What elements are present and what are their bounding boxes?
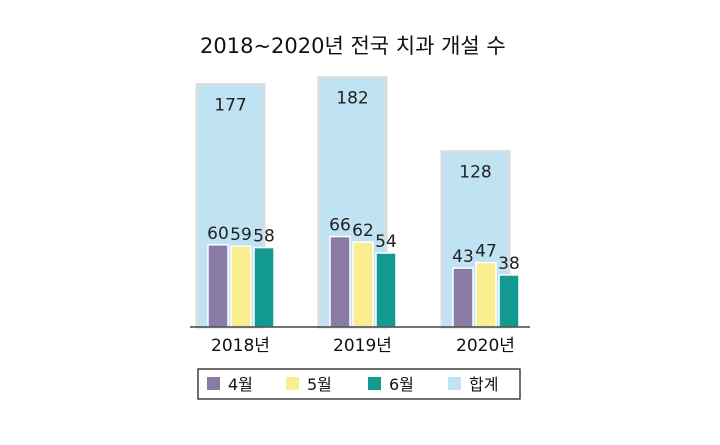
legend-frame bbox=[197, 368, 521, 400]
chart-title: 2018~2020년 전국 치과 개설 수 bbox=[200, 34, 506, 58]
label-4월-1: 66 bbox=[329, 216, 351, 236]
legend-swatch-2 bbox=[368, 377, 381, 390]
bar-5월-0 bbox=[230, 245, 252, 328]
bar-6월-2 bbox=[498, 274, 520, 328]
label-total-0: 177 bbox=[214, 96, 246, 116]
label-total-2: 128 bbox=[459, 163, 491, 183]
label-6월-1: 54 bbox=[375, 232, 397, 252]
legend-label-3: 합계 bbox=[469, 375, 498, 394]
bar-4월-0 bbox=[207, 244, 229, 328]
legend-label-0: 4월 bbox=[228, 375, 253, 394]
label-5월-0: 59 bbox=[230, 225, 252, 245]
legend-label-2: 6월 bbox=[389, 375, 414, 394]
bar-4월-1 bbox=[329, 235, 351, 328]
category-label-2: 2020년 bbox=[456, 336, 515, 356]
bar-4월-2 bbox=[452, 267, 474, 328]
legend-label-1: 5월 bbox=[307, 375, 332, 394]
legend-swatch-3 bbox=[448, 377, 461, 390]
bar-5월-1 bbox=[352, 241, 374, 328]
label-5월-2: 47 bbox=[475, 242, 497, 262]
label-4월-2: 43 bbox=[452, 247, 474, 267]
label-6월-0: 58 bbox=[253, 227, 275, 247]
legend: 4월 5월 6월 합계 bbox=[197, 368, 521, 400]
category-label-0: 2018년 bbox=[211, 336, 270, 356]
legend-swatch-1 bbox=[286, 377, 299, 390]
label-6월-2: 38 bbox=[498, 254, 520, 274]
bar-5월-2 bbox=[475, 261, 497, 328]
label-4월-0: 60 bbox=[207, 224, 229, 244]
legend-swatch-0 bbox=[207, 377, 220, 390]
category-label-1: 2019년 bbox=[333, 336, 392, 356]
bar-6월-1 bbox=[375, 252, 397, 328]
label-total-1: 182 bbox=[336, 89, 368, 109]
category-labels: 2018년 2019년 2020년 bbox=[211, 336, 515, 356]
label-5월-1: 62 bbox=[352, 221, 374, 241]
bar-6월-0 bbox=[253, 246, 275, 328]
